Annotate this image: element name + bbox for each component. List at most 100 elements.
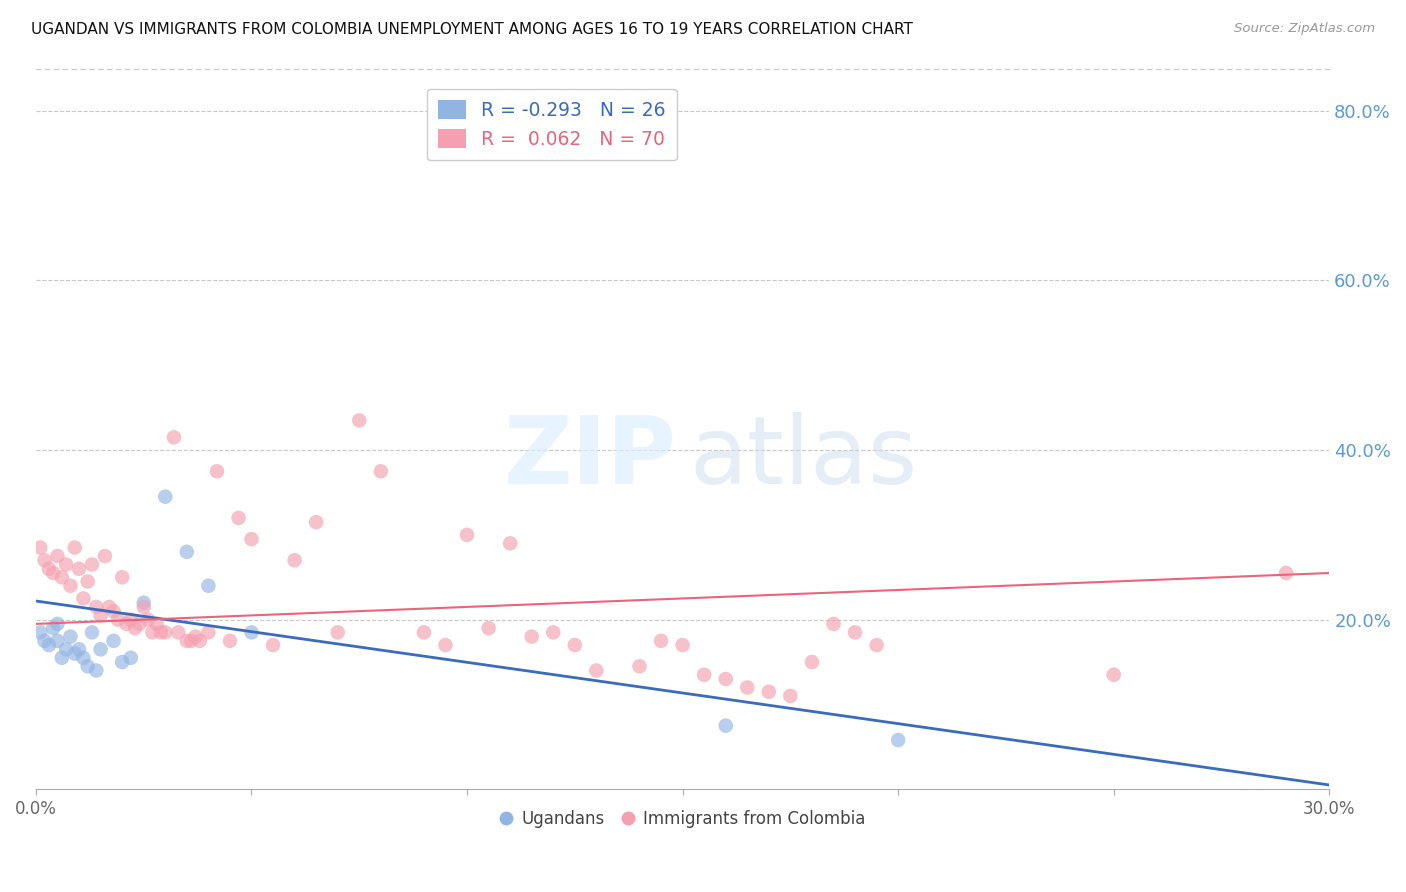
Point (478, 621, 501, 635)
Point (63, 647, 86, 661)
Point (240, 625, 263, 640)
Point (59, 630, 82, 644)
Point (124, 621, 146, 635)
Point (823, 616, 845, 631)
Point (585, 664, 607, 678)
Point (103, 604, 125, 618)
Point (34, 633, 56, 648)
Point (63, 541, 86, 555)
Point (434, 638, 457, 652)
Text: UGANDAN VS IMMIGRANTS FROM COLOMBIA UNEMPLOYMENT AMONG AGES 16 TO 19 YEARS CORRE: UGANDAN VS IMMIGRANTS FROM COLOMBIA UNEM… (31, 22, 912, 37)
Point (72, 650, 94, 665)
Point (149, 625, 172, 640)
Point (132, 596, 155, 610)
Point (55, 558, 77, 572)
Point (80, 558, 103, 572)
Point (714, 672, 737, 686)
Legend: Ugandans, Immigrants from Colombia: Ugandans, Immigrants from Colombia (494, 804, 872, 835)
Point (305, 515, 328, 529)
Point (103, 633, 125, 648)
Point (163, 430, 186, 444)
Text: ZIP: ZIP (503, 412, 676, 504)
Point (38, 638, 60, 652)
Point (128, 616, 150, 631)
Point (499, 536, 522, 550)
Point (520, 630, 543, 644)
Point (735, 681, 758, 695)
Point (55, 642, 77, 657)
Point (107, 613, 129, 627)
Text: atlas: atlas (689, 412, 917, 504)
Point (671, 638, 693, 652)
Point (758, 684, 780, 698)
Point (46, 549, 69, 563)
Point (132, 599, 155, 614)
Point (155, 490, 177, 504)
Point (155, 625, 177, 640)
Point (197, 579, 219, 593)
Point (176, 633, 198, 648)
Point (51, 570, 73, 584)
Point (650, 633, 672, 648)
Point (228, 511, 250, 525)
Point (779, 689, 801, 703)
Point (51, 650, 73, 665)
Point (714, 718, 737, 732)
Point (46, 633, 69, 648)
Point (180, 633, 202, 648)
Point (80, 625, 103, 640)
Point (111, 570, 134, 584)
Point (59, 579, 82, 593)
Point (262, 638, 284, 652)
Point (564, 638, 586, 652)
Point (94, 549, 117, 563)
Point (30, 541, 52, 555)
Point (46, 616, 69, 631)
Point (76, 659, 98, 673)
Point (84, 599, 107, 614)
Point (844, 625, 866, 640)
Point (72, 591, 94, 606)
Point (67, 562, 90, 576)
Point (30, 625, 52, 640)
Point (188, 633, 211, 648)
Point (67, 642, 90, 657)
Point (84, 664, 107, 678)
Point (184, 630, 207, 644)
Point (887, 733, 910, 747)
Point (865, 638, 887, 652)
Point (1275, 566, 1298, 580)
Point (219, 633, 242, 648)
Point (176, 545, 198, 559)
Point (34, 553, 56, 567)
Point (628, 659, 651, 673)
Point (90, 608, 112, 623)
Point (800, 655, 823, 669)
Point (693, 667, 716, 681)
Point (38, 562, 60, 576)
Point (136, 613, 159, 627)
Point (349, 413, 371, 427)
Point (145, 616, 167, 631)
Point (111, 655, 134, 669)
Point (456, 528, 478, 542)
Point (413, 625, 436, 640)
Point (120, 613, 142, 627)
Point (240, 532, 263, 546)
Point (98, 599, 121, 614)
Point (370, 464, 392, 478)
Point (76, 574, 98, 589)
Point (1102, 667, 1125, 681)
Point (284, 553, 307, 567)
Point (141, 625, 163, 640)
Point (167, 625, 190, 640)
Point (120, 650, 142, 665)
Point (326, 625, 349, 640)
Point (543, 625, 565, 640)
Point (205, 464, 228, 478)
Point (197, 625, 219, 640)
Point (42, 566, 65, 580)
Point (42, 621, 65, 635)
Point (115, 616, 138, 631)
Text: Source: ZipAtlas.com: Source: ZipAtlas.com (1234, 22, 1375, 36)
